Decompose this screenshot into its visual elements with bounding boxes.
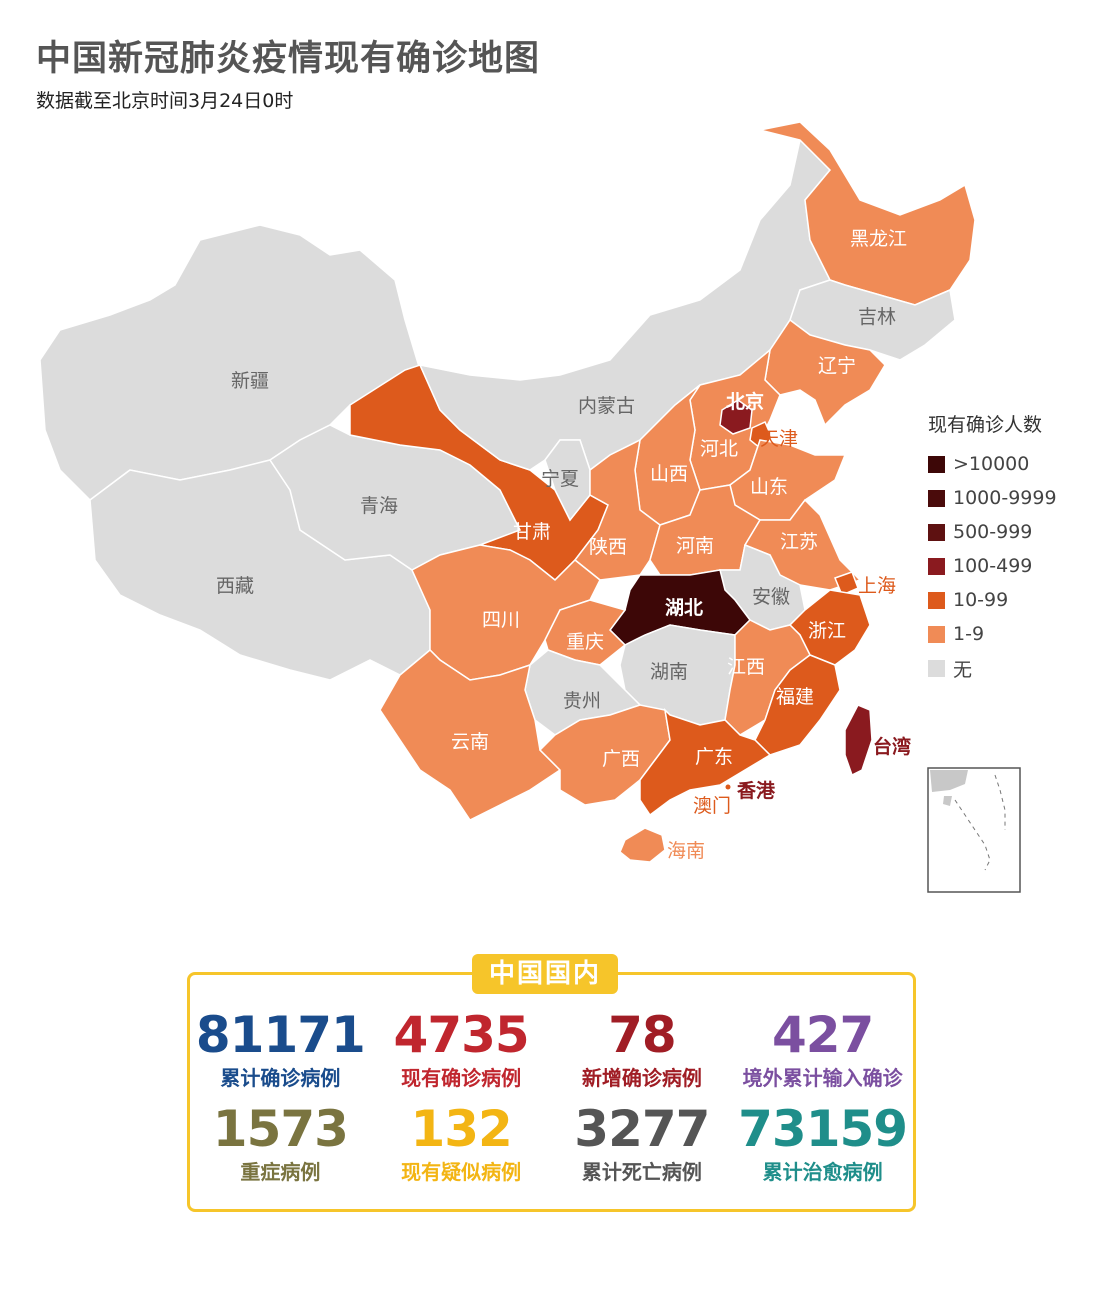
region-beijing[interactable] [719,399,753,435]
china-map: 黑龙江 吉林 辽宁 内蒙古 新疆 北京 天津 河北 山西 山东 宁夏 甘肃 青海… [39,121,1021,893]
label-henan: 河南 [676,535,714,557]
stat-label: 累计治愈病例 [762,1160,883,1184]
legend-item: 1000-9999 [928,481,1088,515]
map-legend: 现有确诊人数 >10000 1000-9999 500-999 100-499 … [928,410,1088,685]
stat-value: 81171 [195,1006,366,1064]
label-hainan: 海南 [667,840,705,862]
stat-label: 现有确诊病例 [401,1066,522,1090]
stat-new-confirmed: 78 新增确诊病例 [552,1005,733,1091]
label-fujian: 福建 [776,686,814,708]
legend-item: 500-999 [928,515,1088,549]
region-liaoning[interactable] [764,318,886,427]
label-yunnan: 云南 [451,731,489,753]
label-guizhou: 贵州 [563,690,601,712]
label-zhejiang: 浙江 [808,620,846,642]
region-fujian[interactable] [754,654,841,756]
stat-recovered: 73159 累计治愈病例 [732,1099,913,1185]
label-shanxi: 山西 [650,463,688,485]
stat-cumulative-confirmed: 81171 累计确诊病例 [190,1005,371,1091]
label-anhui: 安徽 [752,586,790,608]
legend-label: >10000 [953,453,1030,475]
map-subtitle: 数据截至北京时间3月24日0时 [36,90,294,112]
label-jiangsu: 江苏 [780,531,818,553]
label-shaanxi: 陕西 [589,536,627,558]
label-heilongjiang: 黑龙江 [850,228,907,250]
stat-value: 4735 [393,1006,530,1064]
map-title: 中国新冠肺炎疫情现有确诊地图 [36,39,541,79]
legend-swatch [928,489,945,507]
label-liaoning: 辽宁 [818,355,856,377]
label-macau: 澳门 [693,795,731,817]
label-qinghai: 青海 [360,495,398,517]
region-hongkong[interactable] [742,782,748,788]
legend-label: 500-999 [953,521,1033,543]
region-taiwan[interactable] [844,704,873,777]
stat-label: 累计确诊病例 [220,1066,341,1090]
stat-value: 427 [771,1006,874,1064]
stat-label: 累计死亡病例 [581,1160,702,1184]
legend-label: 1000-9999 [953,487,1057,509]
province-labels: 黑龙江 吉林 辽宁 内蒙古 新疆 北京 天津 河北 山西 山东 宁夏 甘肃 青海… [216,228,911,862]
legend-label: 1-9 [953,623,985,645]
legend-label: 100-499 [953,555,1033,577]
legend-item: >10000 [928,447,1088,481]
stat-suspected: 132 现有疑似病例 [371,1099,552,1185]
legend-item: 无 [928,651,1088,685]
label-hebei: 河北 [700,438,738,460]
stats-panel-tag: 中国国内 [472,954,618,994]
legend-item: 10-99 [928,583,1088,617]
region-hainan[interactable] [619,827,666,863]
stat-value: 3277 [574,1100,710,1158]
stat-current-confirmed: 4735 现有确诊病例 [371,1005,552,1091]
label-chongqing: 重庆 [566,631,604,653]
label-xinjiang: 新疆 [231,370,269,392]
label-hongkong: 香港 [736,780,776,802]
stat-label: 境外累计输入确诊 [742,1066,903,1090]
region-chongqing[interactable] [544,599,627,666]
label-neimenggu: 内蒙古 [578,395,635,417]
label-gansu: 甘肃 [513,521,551,543]
stat-label: 现有疑似病例 [401,1160,522,1184]
legend-item: 100-499 [928,549,1088,583]
label-hunan: 湖南 [650,661,688,683]
legend-swatch [928,523,945,541]
label-sichuan: 四川 [482,609,520,631]
legend-swatch [928,625,945,643]
label-taiwan: 台湾 [873,735,911,758]
region-guangdong[interactable] [639,707,772,817]
legend-title: 现有确诊人数 [928,414,1043,436]
legend-swatch [928,591,945,609]
legend-swatch [928,659,945,677]
stat-value: 1573 [212,1100,349,1158]
label-shandong: 山东 [750,476,788,498]
label-tianjin: 天津 [760,428,798,450]
stat-label: 重症病例 [240,1160,321,1184]
legend-item: 1-9 [928,617,1088,651]
legend-label: 无 [953,658,973,681]
legend-swatch [928,455,945,473]
label-guangdong: 广东 [695,746,733,768]
stat-value: 132 [410,1100,512,1158]
region-shanghai[interactable] [834,571,859,596]
label-ningxia: 宁夏 [541,468,579,490]
label-jilin: 吉林 [858,306,896,328]
region-macau[interactable] [725,784,731,790]
legend-label: 10-99 [953,589,1009,611]
stat-deaths: 3277 累计死亡病例 [552,1099,733,1185]
region-shaanxi[interactable] [573,438,661,581]
south-china-sea-inset [927,767,1021,893]
stat-value: 78 [608,1006,677,1064]
stat-label: 新增确诊病例 [581,1066,702,1090]
label-beijing: 北京 [726,390,764,413]
label-hubei: 湖北 [665,597,703,619]
label-jiangxi: 江西 [727,656,765,678]
label-guangxi: 广西 [602,748,640,770]
stat-imported: 427 境外累计输入确诊 [732,1005,913,1091]
stat-severe: 1573 重症病例 [190,1099,371,1185]
label-shanghai: 上海 [858,575,896,597]
stats-grid: 81171 累计确诊病例 4735 现有确诊病例 78 新增确诊病例 427 境外累计输… [190,1005,913,1185]
label-xizang: 西藏 [216,575,254,597]
stat-value: 73159 [738,1100,908,1158]
legend-swatch [928,557,945,575]
